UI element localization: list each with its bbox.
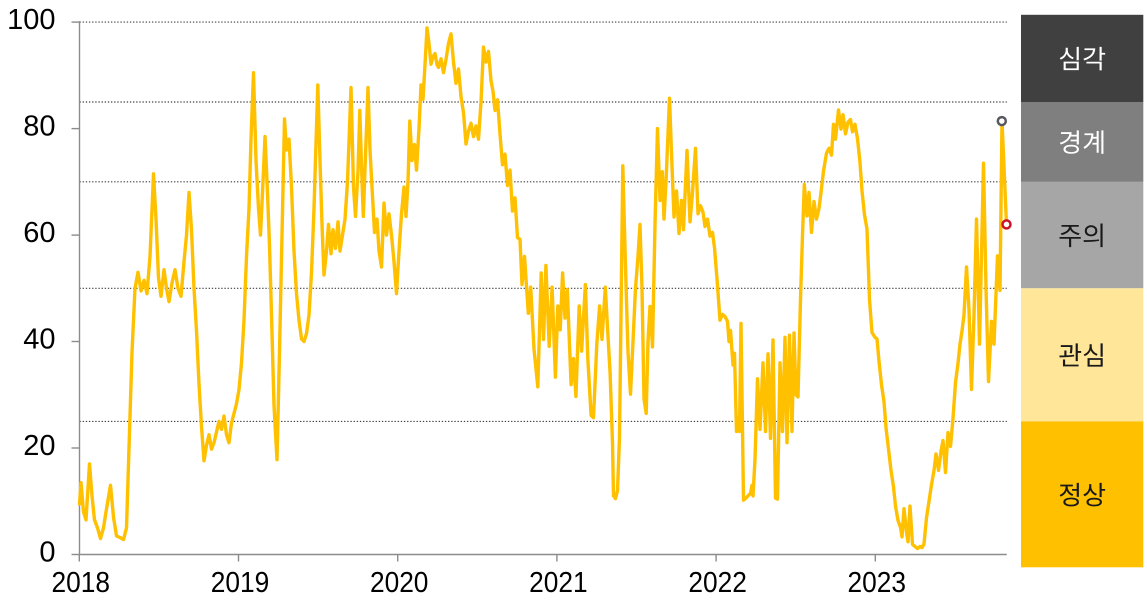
svg-text:2018: 2018 xyxy=(52,567,111,599)
svg-text:2020: 2020 xyxy=(370,567,429,599)
svg-text:100: 100 xyxy=(7,4,55,36)
svg-text:80: 80 xyxy=(23,111,55,143)
svg-text:20: 20 xyxy=(23,430,55,462)
svg-text:0: 0 xyxy=(39,536,55,568)
svg-text:2023: 2023 xyxy=(848,567,907,599)
svg-text:2022: 2022 xyxy=(688,567,747,599)
svg-text:40: 40 xyxy=(23,323,55,355)
svg-text:2021: 2021 xyxy=(529,567,588,599)
svg-text:60: 60 xyxy=(23,217,55,249)
svg-text:2019: 2019 xyxy=(211,567,270,599)
